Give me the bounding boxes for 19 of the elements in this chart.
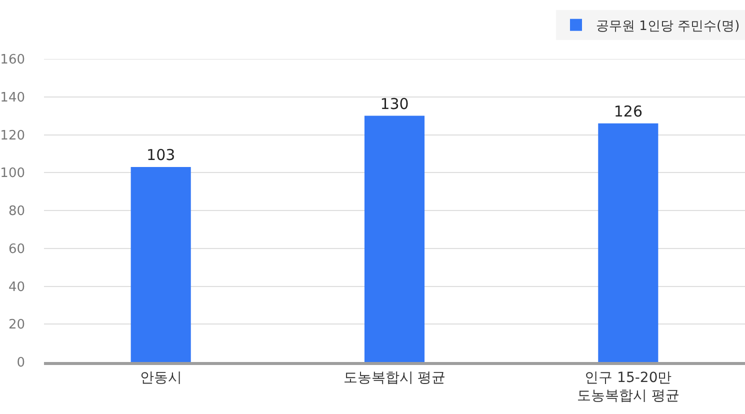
y-tick-label: 0	[16, 356, 25, 371]
y-tick-label: 60	[8, 242, 25, 257]
bar	[598, 123, 658, 362]
x-tick-label: 인구 15-20만 도농복합시 평균	[576, 370, 680, 404]
y-tick-label: 100	[0, 166, 25, 182]
legend-label: 공무원 1인당 주민수(명)	[596, 18, 740, 34]
data-label: 103	[146, 146, 176, 164]
x-tick-label: 안동시	[140, 370, 182, 386]
x-tick-label: 도농복합시 평균	[343, 370, 446, 386]
y-tick-label: 160	[0, 52, 25, 68]
bar	[364, 116, 425, 362]
y-tick-label: 120	[0, 128, 25, 144]
y-tick-label: 20	[8, 318, 25, 333]
bar	[130, 166, 191, 362]
y-tick-label: 80	[8, 204, 25, 220]
y-tick-label: 40	[8, 280, 25, 295]
data-label: 126	[614, 102, 642, 120]
y-tick-label: 140	[0, 90, 25, 106]
data-label: 130	[380, 94, 409, 113]
